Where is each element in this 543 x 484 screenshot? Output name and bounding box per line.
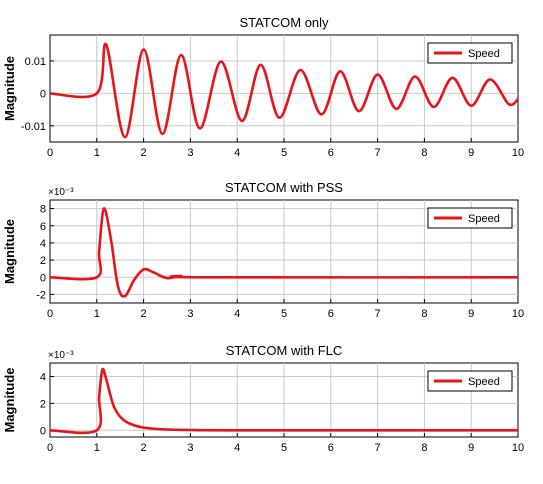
x-tick-label: 2: [141, 147, 147, 159]
x-tick-label: 2: [141, 308, 147, 320]
x-tick-label: 0: [47, 442, 53, 454]
legend-box: [427, 370, 513, 392]
legend-label: Speed: [468, 213, 500, 225]
subplot-3: 0 1 2 3 4 5 6 7 8 9 10 4 2 0 ×10⁻³ STATCOM with FLC Magn…: [2, 343, 524, 454]
x-tick-label: 6: [328, 442, 334, 454]
y-tick-label: 4: [40, 371, 46, 383]
x-tick-label: 1: [94, 308, 100, 320]
x-tick-label: 10: [512, 442, 524, 454]
x-tick-label: 1: [94, 147, 100, 159]
series-line-speed: [50, 207, 518, 298]
x-tick-label: 3: [187, 147, 193, 159]
x-tick-label: 5: [281, 442, 287, 454]
subplot-title: STATCOM only: [239, 15, 329, 30]
x-tick-label: 10: [512, 147, 524, 159]
x-tick-label: 4: [234, 442, 240, 454]
series-line-speed: [50, 42, 518, 139]
x-tick-label: 3: [187, 442, 193, 454]
x-tick-label: 5: [281, 308, 287, 320]
legend-label: Speed: [468, 376, 500, 388]
subplot-1: 0 1 2 3 4 5 6 7 8 9 10 0.01 0 -0.01 STATCOM only Magnit…: [2, 15, 524, 159]
x-tick-label: 2: [141, 442, 147, 454]
legend-box: [427, 42, 513, 64]
x-tick-label: 9: [468, 147, 474, 159]
x-tick-label: 4: [234, 308, 240, 320]
y-tick-label: 0: [40, 88, 46, 100]
x-tick-label: 10: [512, 308, 524, 320]
x-tick-label: 7: [375, 308, 381, 320]
x-tick-label: 7: [375, 147, 381, 159]
y-tick-label: 6: [40, 221, 46, 233]
legend-box: [427, 207, 513, 229]
subplot-title: STATCOM with PSS: [225, 180, 343, 195]
x-tick-label: 6: [328, 147, 334, 159]
y-axis-multiplier: ×10⁻³: [48, 187, 74, 198]
x-tick-label: 0: [47, 147, 53, 159]
y-tick-label: -2: [36, 289, 46, 301]
x-tick-label: 3: [187, 308, 193, 320]
x-tick-label: 9: [468, 308, 474, 320]
y-tick-label: 0: [40, 272, 46, 284]
y-tick-label: -0.01: [21, 121, 46, 133]
y-tick-label: 2: [40, 255, 46, 267]
legend: Speed: [427, 207, 513, 229]
legend: Speed: [427, 370, 513, 392]
x-tick-label: 5: [281, 147, 287, 159]
legend-label: Speed: [468, 48, 500, 60]
y-axis-multiplier: ×10⁻³: [48, 350, 74, 361]
subplot-title: STATCOM with FLC: [226, 343, 343, 358]
x-tick-label: 9: [468, 442, 474, 454]
y-tick-label: 2: [40, 398, 46, 410]
x-tick-label: 6: [328, 308, 334, 320]
x-tick-label: 8: [421, 442, 427, 454]
y-axis-label: Magnitude: [2, 219, 17, 284]
x-tick-label: 7: [375, 442, 381, 454]
y-axis-label: Magnitude: [2, 56, 17, 121]
x-tick-label: 8: [421, 308, 427, 320]
y-tick-label: 8: [40, 204, 46, 216]
x-tick-label: 0: [47, 308, 53, 320]
x-tick-label: 4: [234, 147, 240, 159]
x-tick-label: 1: [94, 442, 100, 454]
legend: Speed: [427, 42, 513, 64]
y-tick-label: 0.01: [25, 56, 46, 68]
y-axis-label: Magnitude: [2, 368, 17, 433]
y-tick-label: 0: [40, 425, 46, 437]
y-tick-label: 4: [40, 238, 46, 250]
series-line-speed: [50, 367, 518, 435]
x-tick-label: 8: [421, 147, 427, 159]
